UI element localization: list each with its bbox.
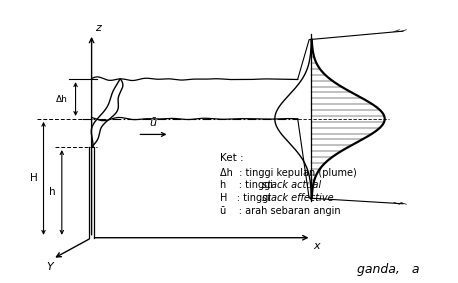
Text: stack effective: stack effective [262, 193, 334, 203]
Text: Y: Y [46, 262, 53, 272]
Text: h    : tinggi: h : tinggi [220, 180, 276, 190]
Text: H   : tinggi: H : tinggi [220, 193, 274, 203]
Text: H: H [30, 173, 37, 183]
Text: Δh: Δh [56, 95, 68, 104]
Text: z: z [95, 23, 101, 33]
Text: ganda,   a: ganda, a [357, 263, 420, 276]
Text: ū    : arah sebaran angin: ū : arah sebaran angin [220, 206, 340, 216]
Text: Ket :: Ket : [220, 153, 244, 163]
Text: $\bar{u}$: $\bar{u}$ [149, 117, 158, 129]
Text: h: h [49, 187, 56, 198]
Text: stack actual: stack actual [262, 180, 322, 190]
Text: x: x [314, 241, 320, 250]
Text: Δh  : tinggi kepulan (plume): Δh : tinggi kepulan (plume) [220, 168, 357, 177]
